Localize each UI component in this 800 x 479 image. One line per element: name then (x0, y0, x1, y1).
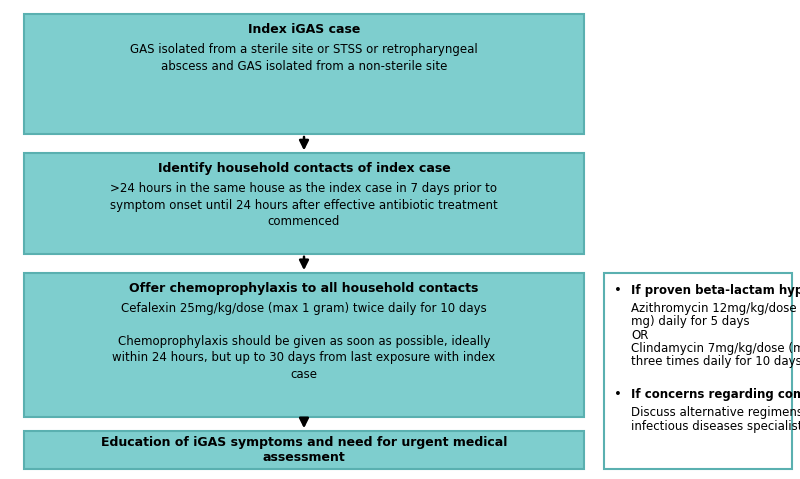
Text: Index iGAS case: Index iGAS case (248, 23, 360, 36)
Text: OR: OR (631, 329, 649, 342)
Text: Identify household contacts of index case: Identify household contacts of index cas… (158, 162, 450, 175)
FancyBboxPatch shape (24, 273, 584, 417)
Text: >24 hours in the same house as the index case in 7 days prior to
symptom onset u: >24 hours in the same house as the index… (110, 182, 498, 228)
FancyBboxPatch shape (604, 273, 792, 469)
Text: GAS isolated from a sterile site or STSS or retropharyngeal
abscess and GAS isol: GAS isolated from a sterile site or STSS… (130, 43, 478, 73)
FancyBboxPatch shape (24, 14, 584, 134)
Text: If proven beta-lactam hypersensitivity: If proven beta-lactam hypersensitivity (631, 284, 800, 297)
FancyBboxPatch shape (24, 431, 584, 469)
Text: •: • (614, 284, 622, 297)
Text: Education of iGAS symptoms and need for urgent medical
assessment: Education of iGAS symptoms and need for … (101, 436, 507, 464)
Text: Clindamycin 7mg/kg/dose (max 300 mg): Clindamycin 7mg/kg/dose (max 300 mg) (631, 342, 800, 355)
Text: three times daily for 10 days: three times daily for 10 days (631, 355, 800, 368)
Text: Cefalexin 25mg/kg/dose (max 1 gram) twice daily for 10 days

Chemoprophylaxis sh: Cefalexin 25mg/kg/dose (max 1 gram) twic… (112, 302, 496, 381)
Text: •: • (614, 388, 622, 401)
Text: Azithromycin 12mg/kg/dose (max 500: Azithromycin 12mg/kg/dose (max 500 (631, 302, 800, 315)
Text: Offer chemoprophylaxis to all household contacts: Offer chemoprophylaxis to all household … (130, 282, 478, 295)
Text: mg) daily for 5 days: mg) daily for 5 days (631, 315, 750, 328)
Text: infectious diseases specialist: infectious diseases specialist (631, 420, 800, 433)
FancyBboxPatch shape (24, 153, 584, 254)
Text: Discuss alternative regimens with: Discuss alternative regimens with (631, 406, 800, 419)
Text: If concerns regarding compliance: If concerns regarding compliance (631, 388, 800, 401)
